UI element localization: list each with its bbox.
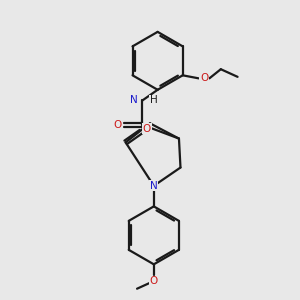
Text: O: O (114, 120, 122, 130)
Text: N: N (130, 95, 138, 106)
Text: O: O (200, 74, 208, 83)
Text: H: H (150, 95, 158, 106)
Text: N: N (150, 181, 158, 191)
Text: O: O (143, 124, 151, 134)
Text: O: O (150, 276, 158, 286)
